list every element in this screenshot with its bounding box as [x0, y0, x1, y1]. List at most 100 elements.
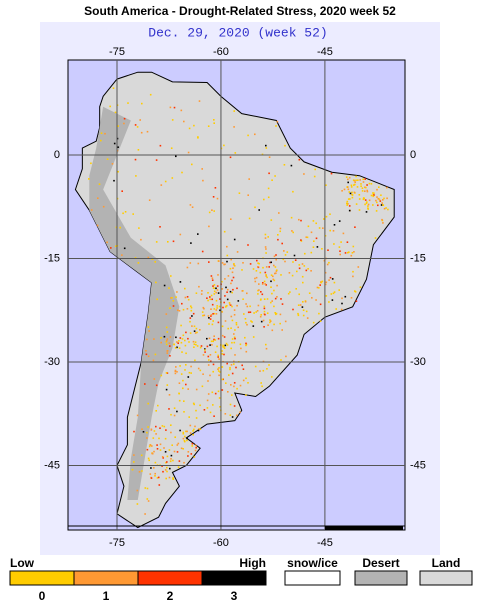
stress-speck [265, 144, 267, 147]
stress-speck [231, 271, 234, 274]
stress-speck [212, 313, 214, 315]
stress-speck [302, 314, 305, 317]
stress-speck [373, 194, 375, 196]
stress-speck [366, 184, 368, 186]
stress-speck [297, 312, 299, 315]
legend: Low High 0 1 2 3 snow/ice Desert Land [9, 556, 473, 603]
stress-speck [165, 341, 168, 343]
stress-speck [236, 251, 239, 253]
stress-speck [382, 199, 384, 201]
stress-speck [338, 246, 341, 248]
stress-speck [191, 163, 193, 166]
stress-speck [171, 177, 174, 179]
stress-speck [263, 198, 265, 201]
stress-speck [289, 291, 291, 293]
stress-speck [221, 280, 223, 283]
stress-speck [208, 211, 211, 214]
stress-speck [274, 312, 276, 314]
stress-speck [282, 258, 285, 261]
stress-speck [232, 276, 235, 279]
stress-speck [365, 202, 368, 205]
stress-speck [149, 473, 152, 475]
stress-speck [123, 122, 125, 125]
stress-speck [178, 392, 180, 395]
stress-speck [161, 456, 164, 458]
stress-speck [233, 333, 235, 335]
stress-speck [212, 370, 214, 373]
stress-speck [181, 338, 184, 340]
stress-speck [366, 189, 368, 192]
stress-speck [311, 297, 313, 299]
stress-speck [202, 314, 204, 317]
stress-speck [333, 224, 336, 226]
stress-speck [159, 144, 162, 147]
stress-speck [201, 311, 204, 313]
stress-speck [207, 364, 210, 366]
stress-speck [193, 330, 196, 332]
stress-speck [190, 453, 193, 455]
stress-speck [213, 293, 216, 295]
stress-speck [295, 288, 297, 290]
stress-speck [342, 232, 345, 235]
stress-speck [206, 345, 209, 348]
stress-speck [287, 292, 290, 295]
stress-speck [298, 293, 300, 296]
stress-speck [355, 179, 357, 182]
stress-speck [303, 265, 306, 267]
stress-speck [194, 449, 197, 452]
stress-speck [370, 194, 373, 197]
stress-speck [356, 186, 359, 188]
stress-speck [202, 179, 204, 182]
stress-speck [272, 278, 275, 281]
stress-speck [187, 388, 189, 390]
stress-speck [213, 312, 216, 315]
stress-speck [186, 266, 189, 269]
stress-speck [218, 305, 221, 308]
stress-speck [206, 337, 208, 340]
stress-speck [332, 292, 335, 295]
lat-label: -30 [410, 356, 426, 368]
stress-speck [165, 388, 168, 391]
stress-speck [209, 298, 212, 301]
stress-speck [298, 267, 301, 270]
stress-speck [158, 437, 160, 440]
stress-speck [158, 484, 161, 486]
stress-speck [294, 259, 297, 261]
stress-speck [259, 315, 262, 318]
stress-speck [190, 365, 192, 368]
stress-speck [229, 290, 232, 293]
stress-speck [348, 251, 350, 253]
stress-speck [152, 437, 155, 439]
stress-speck [319, 303, 322, 306]
stress-speck [258, 209, 260, 211]
stress-speck [184, 435, 186, 438]
stress-speck [218, 367, 220, 369]
stress-speck [291, 230, 293, 232]
stress-speck [224, 320, 227, 322]
stress-speck [257, 262, 259, 264]
stress-speck [307, 225, 310, 228]
stress-speck [351, 252, 354, 254]
stress-speck [226, 298, 229, 301]
stress-speck [354, 226, 356, 228]
stress-speck [180, 447, 183, 450]
stress-speck [231, 394, 233, 396]
stress-speck [210, 294, 213, 297]
stress-speck [173, 414, 176, 417]
stress-speck [213, 122, 215, 124]
stress-speck [193, 403, 195, 406]
stress-speck [297, 314, 300, 317]
stress-speck [267, 196, 270, 199]
stress-speck [110, 247, 112, 249]
stress-speck [97, 197, 99, 199]
legend-swatch [137, 570, 203, 586]
stress-speck [136, 414, 139, 417]
stress-speck [352, 245, 355, 248]
stress-speck [193, 343, 196, 345]
stress-speck [221, 366, 224, 368]
stress-speck [155, 433, 157, 435]
stress-speck [168, 394, 171, 396]
stress-speck [175, 336, 177, 339]
stress-speck [193, 325, 196, 328]
stress-speck [254, 365, 257, 368]
